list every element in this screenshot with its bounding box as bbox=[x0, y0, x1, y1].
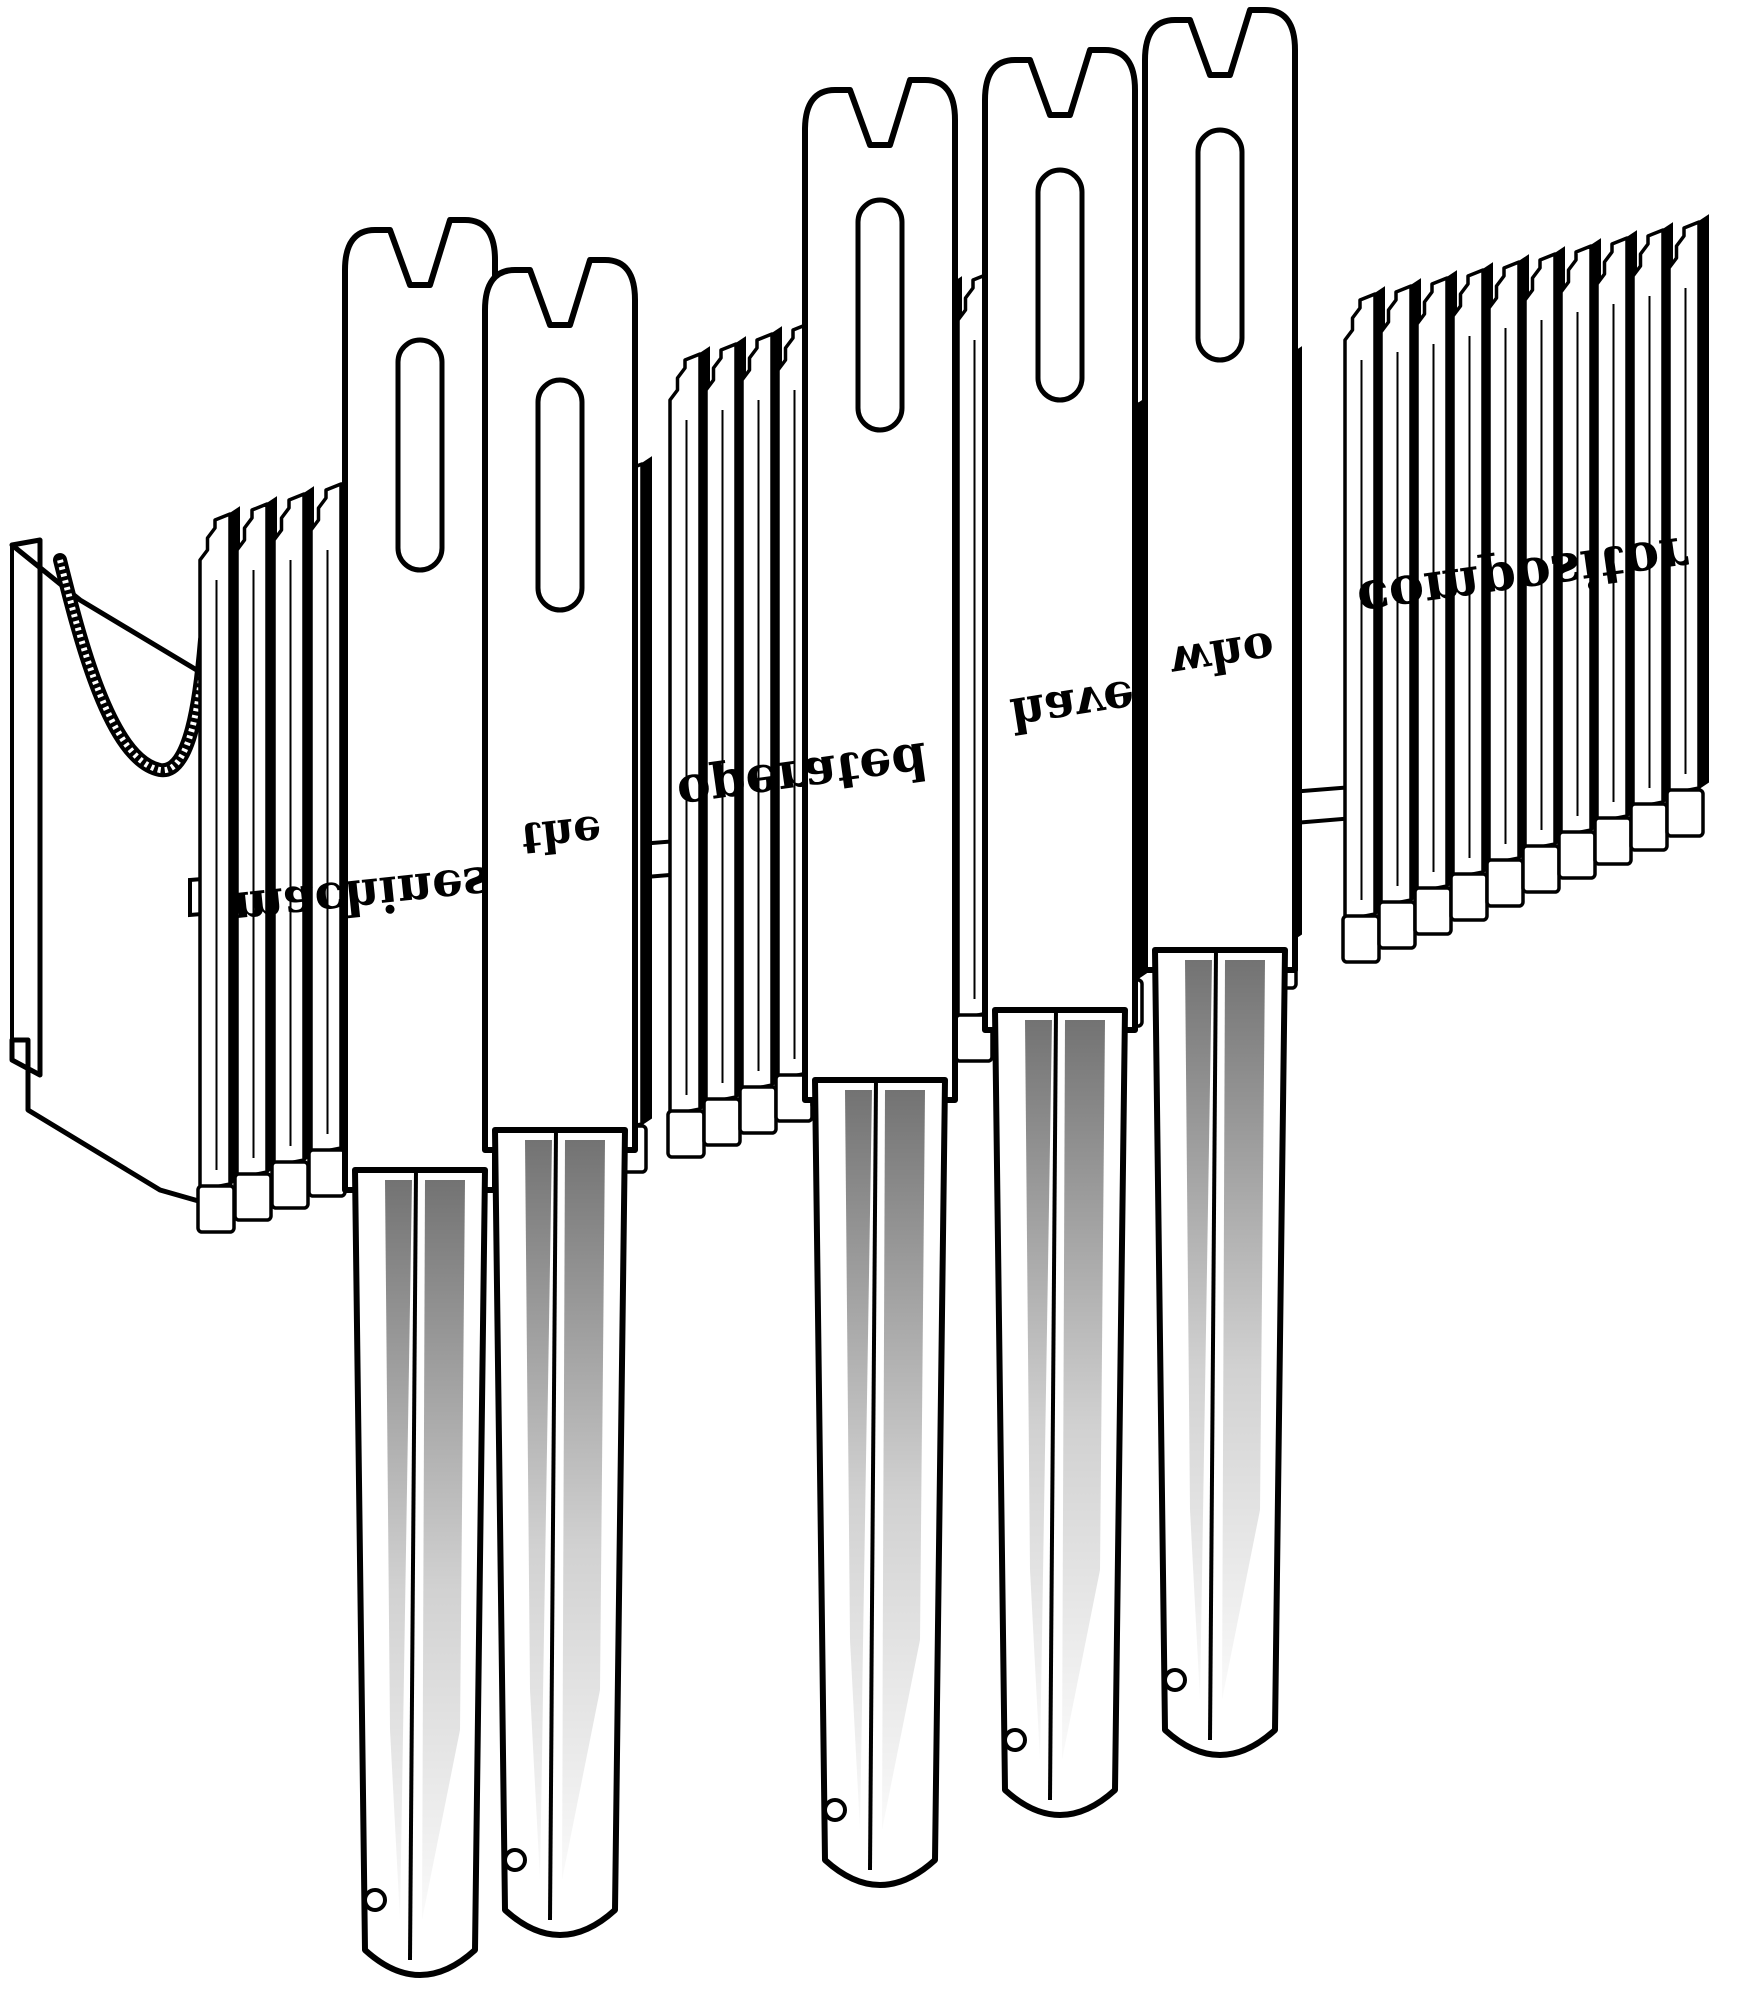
matrix-body bbox=[668, 352, 702, 1117]
spaceband-blade bbox=[342, 217, 498, 1193]
spaceband-4 bbox=[982, 47, 1138, 1818]
word-the: the bbox=[519, 805, 604, 864]
spaceband-5 bbox=[1142, 7, 1298, 1758]
spaceband-stem-shade-2 bbox=[882, 1090, 925, 1830]
matrix-body bbox=[704, 342, 738, 1105]
matrix-body bbox=[1631, 228, 1665, 810]
spaceband-slot bbox=[535, 377, 585, 613]
matrix-a-1 bbox=[233, 496, 277, 1222]
spaceband-stem bbox=[352, 1167, 488, 1978]
matrix-c-2 bbox=[738, 326, 782, 1135]
spaceband-blade bbox=[1142, 7, 1298, 973]
spaceband-slot bbox=[1195, 127, 1245, 363]
spaceband-stem-ridge bbox=[1048, 1009, 1058, 1801]
matrix-foot bbox=[1341, 914, 1381, 964]
spaceband-slot bbox=[395, 337, 445, 573]
matrix-foot bbox=[702, 1097, 742, 1147]
matrix-foot bbox=[270, 1160, 310, 1210]
spaceband-stem-shade bbox=[1185, 960, 1212, 1700]
spaceband-blade bbox=[802, 77, 958, 1103]
matrix-foot bbox=[1413, 886, 1453, 936]
matrix-foot bbox=[1665, 788, 1705, 838]
matrix-f-0 bbox=[1341, 286, 1385, 964]
spaceband-stem-ridge bbox=[548, 1129, 558, 1921]
matrix-body bbox=[1595, 236, 1629, 824]
spaceband-3 bbox=[802, 77, 958, 1888]
matrix-foot bbox=[738, 1085, 778, 1135]
spaceband-stem bbox=[1152, 947, 1288, 1758]
matrix-foot bbox=[233, 1172, 273, 1222]
spaceband-stem-ridge bbox=[408, 1169, 418, 1961]
matrix-foot bbox=[666, 1109, 706, 1159]
spaceband-stem bbox=[812, 1077, 948, 1888]
spaceband-stem-shade-2 bbox=[1222, 960, 1265, 1700]
spaceband-stem-shade-2 bbox=[562, 1140, 605, 1880]
spaceband-stem-shade bbox=[845, 1090, 872, 1830]
spaceband-stem-ridge bbox=[868, 1079, 878, 1871]
matrix-c-0 bbox=[666, 346, 710, 1159]
spaceband-stem bbox=[992, 1007, 1128, 1818]
matrix-body bbox=[1667, 220, 1701, 796]
left-channel-ribs bbox=[57, 559, 208, 774]
matrix-foot bbox=[1593, 816, 1633, 866]
matrix-f-9 bbox=[1665, 214, 1709, 838]
line-end-block-edge bbox=[10, 545, 30, 1110]
matrix-foot bbox=[1521, 844, 1561, 894]
matrix-body bbox=[272, 492, 306, 1168]
matrix-side bbox=[641, 456, 652, 1126]
matrix-a-2 bbox=[270, 486, 314, 1210]
spaceband-rivet bbox=[823, 1798, 847, 1822]
spaceband-rivet bbox=[363, 1888, 387, 1912]
matrix-foot bbox=[1377, 900, 1417, 950]
matrix-a-0 bbox=[196, 506, 240, 1234]
spaceband-rivet bbox=[1163, 1668, 1187, 1692]
matrix-foot bbox=[1485, 858, 1525, 908]
spaceband-2 bbox=[482, 257, 638, 1938]
line-end-block bbox=[9, 537, 233, 1213]
spaceband-rivet bbox=[1003, 1728, 1027, 1752]
spaceband-stem-shade-2 bbox=[1062, 1020, 1105, 1760]
matrix-body bbox=[198, 512, 232, 1192]
spaceband-slot bbox=[855, 197, 905, 433]
spaceband-rivet bbox=[503, 1848, 527, 1872]
spaceband-stem bbox=[492, 1127, 628, 1938]
matrix-body bbox=[309, 482, 343, 1156]
spaceband-1 bbox=[342, 217, 498, 1978]
spaceband-stem-shade-2 bbox=[422, 1180, 465, 1920]
matrix-foot bbox=[307, 1148, 347, 1198]
spaceband-stem-shade bbox=[1025, 1020, 1052, 1760]
spaceband-stem-shade bbox=[385, 1180, 412, 1920]
spaceband-slot bbox=[1035, 167, 1085, 403]
matrix-c-1 bbox=[702, 336, 746, 1147]
matrix-f-4 bbox=[1485, 254, 1529, 908]
spaceband-blade bbox=[482, 257, 638, 1153]
matrix-body bbox=[235, 502, 269, 1180]
matrix-foot bbox=[1557, 830, 1597, 880]
spaceband-blade bbox=[982, 47, 1138, 1033]
spaceband-stem-ridge bbox=[1208, 949, 1218, 1741]
matrix-side bbox=[1698, 214, 1709, 790]
matrix-foot bbox=[1629, 802, 1669, 852]
spaceband-stem-shade bbox=[525, 1140, 552, 1880]
matrix-foot bbox=[1449, 872, 1489, 922]
matrix-foot bbox=[196, 1184, 236, 1234]
matrix-body bbox=[740, 332, 774, 1093]
